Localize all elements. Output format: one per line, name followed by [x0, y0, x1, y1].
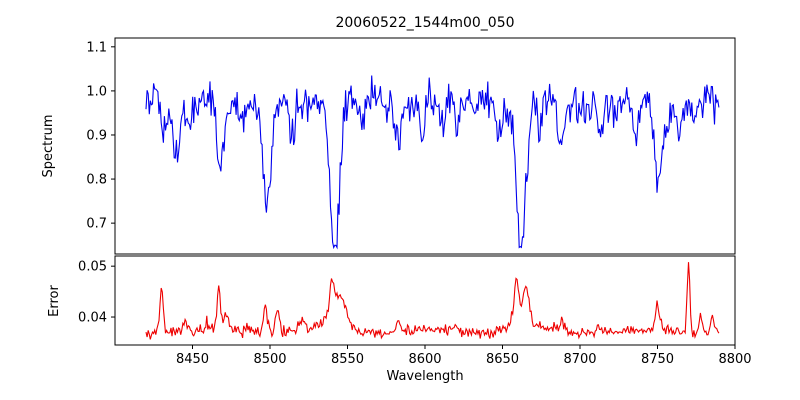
spectrum-y-tick-label: 1.0 [86, 84, 107, 99]
x-tick-label: 8450 [176, 352, 209, 367]
x-tick-label: 8750 [641, 352, 674, 367]
x-tick-label: 8550 [331, 352, 364, 367]
spectrum-line [145, 75, 720, 250]
error-y-tick-label: 0.05 [78, 260, 107, 275]
spectrum-y-tick-label: 1.1 [86, 40, 107, 55]
y-axis-label-spectrum: Spectrum [41, 115, 56, 178]
x-tick-label: 8650 [486, 352, 519, 367]
spectrum-y-tick-label: 0.9 [86, 128, 107, 143]
y-axis-label-error: Error [47, 285, 62, 317]
error-y-tick-label: 0.04 [78, 311, 107, 326]
x-tick-label: 8700 [563, 352, 596, 367]
error-series-group [145, 262, 720, 340]
x-tick-label: 8800 [718, 352, 751, 367]
error-line [145, 262, 720, 340]
x-tick-label: 8500 [253, 352, 286, 367]
spectrum-y-tick-label: 0.7 [86, 217, 107, 232]
x-axis-label: Wavelength [386, 369, 463, 384]
axis-ticks-group: 8450 8500 8550 8600 8650 8700 8750 8800 0.7 0.8 0.… [78, 40, 752, 367]
spectrum-axes-frame [114, 37, 736, 255]
spectrum-y-tick-label: 0.8 [86, 173, 107, 188]
spectrum-series-group [145, 75, 720, 250]
x-tick-label: 8600 [408, 352, 441, 367]
chart-title: 20060522_1544m00_050 [335, 15, 514, 31]
